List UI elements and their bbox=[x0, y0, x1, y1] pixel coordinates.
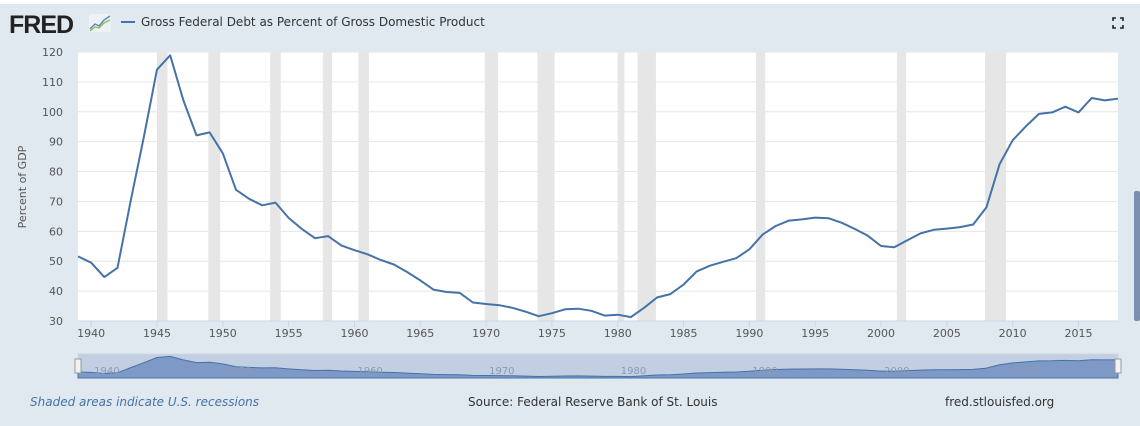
y-tick-label: 120 bbox=[42, 46, 63, 59]
navigator[interactable]: 1940 1950 1960 1970 1980 1990 2000 2010 bbox=[74, 353, 1122, 379]
recession-band bbox=[755, 52, 766, 321]
recession-band bbox=[985, 52, 1007, 321]
series-line[interactable] bbox=[77, 54, 1119, 319]
x-tick-label: 1995 bbox=[801, 327, 829, 340]
legend-swatch bbox=[121, 21, 135, 23]
recession-band bbox=[270, 52, 281, 321]
recession-band bbox=[617, 52, 625, 321]
chart: 30 40 50 60 70 80 90 100 110 120 1940 1945 1950 1955… bbox=[16, 46, 1122, 379]
navigator-tick-label: 1940 bbox=[94, 366, 119, 377]
y-tick-label: 90 bbox=[49, 136, 63, 149]
x-tick-label: 2000 bbox=[867, 327, 895, 340]
recession-note: Shaded areas indicate U.S. recessions bbox=[30, 395, 260, 409]
x-tick-label: 1955 bbox=[275, 327, 303, 340]
recession-band bbox=[637, 52, 656, 321]
y-tick-label: 60 bbox=[49, 225, 63, 238]
fred-logo[interactable]: FRED bbox=[9, 11, 74, 39]
navigator-tick-label: 2000 bbox=[884, 366, 909, 377]
y-tick-label: 50 bbox=[49, 255, 63, 268]
x-tick-label: 1960 bbox=[340, 327, 368, 340]
site-link[interactable]: fred.stlouisfed.org bbox=[945, 395, 1055, 409]
y-tick-label: 40 bbox=[49, 285, 63, 298]
navigator-tick-label: 1970 bbox=[489, 366, 514, 377]
y-axis-label: Percent of GDP bbox=[16, 145, 29, 228]
x-tick-label: 1980 bbox=[604, 327, 632, 340]
recession-band bbox=[358, 52, 369, 321]
y-tick-label: 80 bbox=[49, 166, 63, 179]
navigator-tick-label: 1950 bbox=[226, 366, 251, 377]
x-tick-label: 1945 bbox=[143, 327, 171, 340]
recession-band bbox=[537, 52, 555, 321]
legend-item[interactable]: Gross Federal Debt as Percent of Gross D… bbox=[121, 15, 485, 29]
y-tick-label: 100 bbox=[42, 106, 63, 119]
x-tick-label: 1965 bbox=[406, 327, 434, 340]
navigator-tick-label: 2010 bbox=[1016, 366, 1041, 377]
recession-band bbox=[322, 52, 333, 321]
navigator-handle-right[interactable] bbox=[1114, 358, 1122, 374]
source-text: Source: Federal Reserve Bank of St. Loui… bbox=[468, 395, 718, 409]
x-tick-label: 1970 bbox=[472, 327, 500, 340]
x-tick-label: 1975 bbox=[538, 327, 566, 340]
x-tick-label: 1985 bbox=[670, 327, 698, 340]
recession-band bbox=[484, 52, 498, 321]
navigator-tick-label: 1980 bbox=[621, 366, 646, 377]
x-tick-label: 2015 bbox=[1065, 327, 1093, 340]
navigator-tick-label: 1960 bbox=[357, 366, 382, 377]
top-strip bbox=[0, 0, 1140, 4]
legend-label: Gross Federal Debt as Percent of Gross D… bbox=[141, 15, 485, 29]
y-tick-label: 30 bbox=[49, 315, 63, 328]
navigator-handle-left[interactable] bbox=[74, 358, 82, 374]
navigator-series-area bbox=[77, 355, 1119, 379]
x-tick-label: 1940 bbox=[77, 327, 105, 340]
scrollbar-thumb[interactable] bbox=[1134, 191, 1140, 321]
plot-background bbox=[78, 52, 1118, 321]
navigator-tick-label: 1990 bbox=[752, 366, 777, 377]
x-tick-label: 1990 bbox=[735, 327, 763, 340]
x-tick-label: 1950 bbox=[209, 327, 237, 340]
x-tick-label: 2005 bbox=[933, 327, 961, 340]
recession-band bbox=[896, 52, 907, 321]
fred-chart-icon bbox=[89, 14, 111, 32]
x-tick-label: 2010 bbox=[999, 327, 1027, 340]
recession-band bbox=[156, 52, 168, 321]
fullscreen-icon[interactable] bbox=[1112, 17, 1124, 29]
y-tick-label: 70 bbox=[49, 195, 63, 208]
recession-band bbox=[208, 52, 221, 321]
y-tick-label: 110 bbox=[42, 76, 63, 89]
